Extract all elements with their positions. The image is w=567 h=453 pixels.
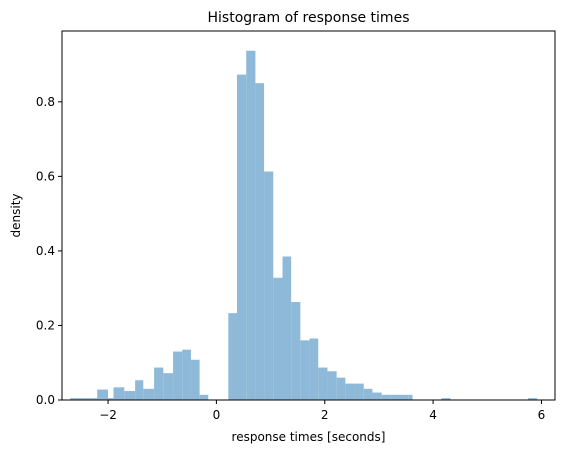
histogram-bar (182, 349, 191, 400)
histogram-bar (381, 394, 391, 400)
histogram-bar (273, 277, 283, 400)
histogram-bar (527, 398, 538, 400)
histogram-bar (327, 371, 337, 400)
histogram-bar (309, 338, 319, 400)
histogram-bar (408, 394, 413, 400)
histogram-bar (345, 383, 355, 400)
x-tick-label: 0 (213, 408, 221, 422)
plot-frame (61, 30, 556, 401)
y-tick-label: 0.8 (36, 95, 55, 109)
histogram-bar (255, 83, 265, 401)
histogram-bar (143, 388, 155, 400)
histogram-bar (399, 394, 409, 400)
x-tick-label: 2 (321, 408, 329, 422)
histogram-bar (236, 74, 247, 401)
x-axis-label: response times [seconds] (232, 430, 386, 444)
histogram-bar (282, 256, 292, 400)
histogram-bar (441, 398, 451, 400)
histogram-bar (135, 380, 144, 400)
histogram-bar (173, 351, 183, 400)
histogram-bar (97, 389, 109, 400)
histogram-bar (291, 301, 301, 400)
x-tick-label: −2 (99, 408, 117, 422)
y-tick-label: 0.0 (36, 393, 55, 407)
histogram-bar (264, 171, 274, 400)
histogram-bar (390, 394, 400, 400)
histogram-bar (300, 340, 310, 400)
histogram-bar (336, 377, 346, 400)
y-axis-label: density (9, 194, 23, 238)
histogram-bar (363, 388, 373, 400)
x-axis-ticks: −2 0 2 4 6 (99, 400, 545, 422)
histogram-bar (124, 391, 136, 400)
y-tick-label: 0.6 (36, 169, 55, 183)
y-tick-label: 0.2 (36, 318, 55, 332)
x-tick-label: 4 (429, 408, 437, 422)
histogram-bar (372, 392, 382, 400)
x-tick-label: 6 (538, 408, 546, 422)
histogram-bar (70, 398, 81, 400)
histogram-bar (228, 313, 237, 400)
histogram-bar (354, 383, 364, 400)
histogram-bar (199, 394, 209, 400)
histogram-bar (163, 373, 174, 400)
histogram-bar (318, 367, 328, 400)
histogram-bar (246, 50, 256, 400)
y-tick-label: 0.4 (36, 244, 55, 258)
histogram-bar (113, 387, 125, 400)
histogram-bar (80, 398, 92, 400)
chart-title: Histogram of response times (208, 10, 410, 26)
y-axis-ticks: 0.0 0.2 0.4 0.6 0.8 (36, 95, 62, 407)
histogram-bars (70, 50, 538, 401)
histogram-bar (154, 367, 164, 400)
histogram-bar (190, 359, 200, 400)
histogram-bar (108, 398, 114, 400)
